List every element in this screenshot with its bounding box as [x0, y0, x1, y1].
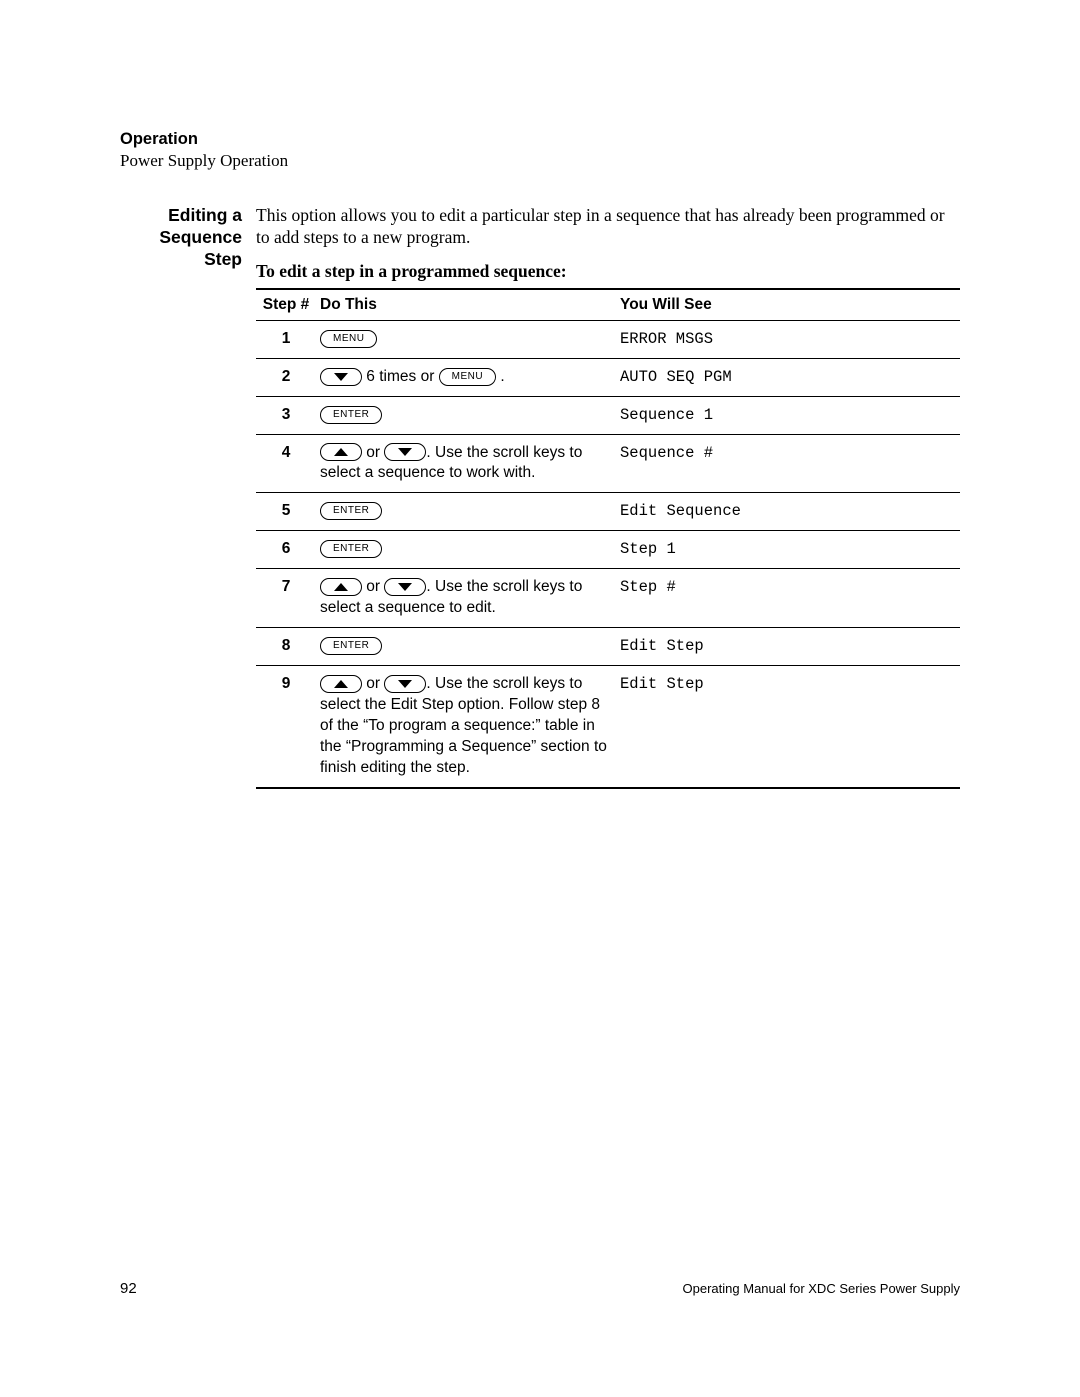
table-row: 1MENU ERROR MSGS — [256, 320, 960, 358]
you-will-see-cell: Edit Sequence — [616, 493, 960, 531]
enter-key-icon: ENTER — [320, 502, 382, 520]
content-row: Editing a Sequence Step This option allo… — [120, 205, 960, 789]
step-number: 9 — [256, 665, 316, 787]
step-number: 5 — [256, 493, 316, 531]
step-number: 3 — [256, 396, 316, 434]
arrow-down-key-icon — [384, 578, 426, 596]
do-this-cell: ENTER — [316, 396, 616, 434]
do-this-cell: or . Use the scroll keys to select the E… — [316, 665, 616, 787]
page-number: 92 — [120, 1280, 137, 1297]
running-head: Operation Power Supply Operation — [120, 130, 960, 171]
do-this-cell: ENTER — [316, 493, 616, 531]
step-number: 4 — [256, 434, 316, 493]
arrow-down-key-icon — [384, 675, 426, 693]
table-row: 8ENTER Edit Step — [256, 628, 960, 666]
procedure-table: Step # Do This You Will See 1MENUERROR M… — [256, 288, 960, 789]
page-footer: 92 Operating Manual for XDC Series Power… — [120, 1280, 960, 1297]
enter-key-icon: ENTER — [320, 540, 382, 558]
menu-key-icon: MENU — [320, 330, 377, 348]
table-row: 5ENTER Edit Sequence — [256, 493, 960, 531]
you-will-see-cell: Edit Step — [616, 665, 960, 787]
table-row: 3ENTER Sequence 1 — [256, 396, 960, 434]
col-step: Step # — [256, 289, 316, 321]
do-this-cell: ENTER — [316, 531, 616, 569]
enter-key-icon: ENTER — [320, 637, 382, 655]
do-this-cell: MENU — [316, 320, 616, 358]
chapter-title: Operation — [120, 130, 960, 149]
you-will-see-cell: AUTO SEQ PGM — [616, 358, 960, 396]
instruction-text: . — [496, 368, 505, 385]
col-willsee: You Will See — [616, 289, 960, 321]
table-row: 2 6 times or MENU .AUTO SEQ PGM — [256, 358, 960, 396]
col-dothis: Do This — [316, 289, 616, 321]
margin-title: Editing a Sequence Step — [120, 205, 242, 271]
you-will-see-cell: Step 1 — [616, 531, 960, 569]
step-number: 8 — [256, 628, 316, 666]
arrow-up-key-icon — [320, 675, 362, 693]
arrow-up-key-icon — [320, 443, 362, 461]
table-row: 6ENTER Step 1 — [256, 531, 960, 569]
table-header-row: Step # Do This You Will See — [256, 289, 960, 321]
subheading: To edit a step in a programmed sequence: — [256, 261, 960, 282]
table-row: 7 or . Use the scroll keys to select a s… — [256, 569, 960, 628]
instruction-text: or — [362, 578, 384, 595]
enter-key-icon: ENTER — [320, 406, 382, 424]
manual-title: Operating Manual for XDC Series Power Su… — [683, 1281, 960, 1296]
step-number: 2 — [256, 358, 316, 396]
table-row: 9 or . Use the scroll keys to select the… — [256, 665, 960, 787]
you-will-see-cell: Edit Step — [616, 628, 960, 666]
manual-page: Operation Power Supply Operation Editing… — [0, 0, 1080, 1397]
you-will-see-cell: ERROR MSGS — [616, 320, 960, 358]
do-this-cell: or . Use the scroll keys to select a seq… — [316, 569, 616, 628]
you-will-see-cell: Step # — [616, 569, 960, 628]
body-column: This option allows you to edit a particu… — [256, 205, 960, 789]
instruction-text: 6 times or — [362, 368, 439, 385]
step-number: 6 — [256, 531, 316, 569]
arrow-down-key-icon — [320, 368, 362, 386]
step-number: 1 — [256, 320, 316, 358]
arrow-down-key-icon — [384, 443, 426, 461]
table-row: 4 or . Use the scroll keys to select a s… — [256, 434, 960, 493]
you-will-see-cell: Sequence 1 — [616, 396, 960, 434]
instruction-text: or — [362, 675, 384, 692]
do-this-cell: 6 times or MENU . — [316, 358, 616, 396]
section-title: Power Supply Operation — [120, 151, 960, 171]
do-this-cell: or . Use the scroll keys to select a seq… — [316, 434, 616, 493]
arrow-up-key-icon — [320, 578, 362, 596]
do-this-cell: ENTER — [316, 628, 616, 666]
intro-paragraph: This option allows you to edit a particu… — [256, 205, 960, 249]
instruction-text: or — [362, 444, 384, 461]
you-will-see-cell: Sequence # — [616, 434, 960, 493]
step-number: 7 — [256, 569, 316, 628]
menu-key-icon: MENU — [439, 368, 496, 386]
